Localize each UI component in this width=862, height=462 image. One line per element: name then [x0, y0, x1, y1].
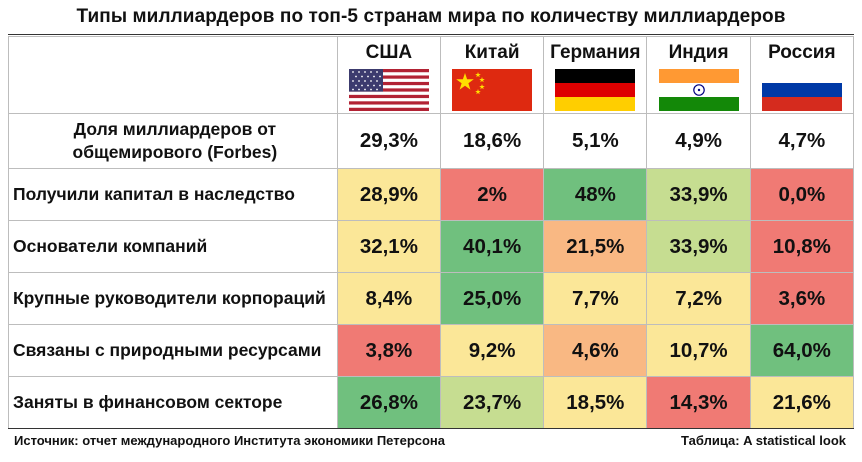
country-name: Россия — [768, 42, 836, 63]
country-name: Германия — [550, 42, 641, 63]
row-label: Основатели компаний — [8, 220, 338, 273]
value-cell: 25,0% — [439, 272, 545, 325]
value-cell: 40,1% — [439, 220, 545, 273]
row-label: Получили капитал в наследство — [8, 168, 338, 221]
value-cell: 2% — [439, 168, 545, 221]
india-flag-icon — [658, 69, 739, 111]
country-name: Китай — [464, 42, 520, 63]
value-cell: 4,9% — [646, 113, 751, 169]
value-cell: 10,8% — [749, 220, 855, 273]
table-row: Основатели компаний 32,1% 40,1% 21,5% 33,9% 1… — [8, 220, 855, 273]
value-cell: 10,7% — [646, 324, 751, 377]
value-cell: 28,9% — [336, 168, 442, 221]
value-cell: 3,8% — [336, 324, 442, 377]
value-cell: 33,9% — [646, 220, 751, 273]
value-cell: 14,3% — [646, 376, 751, 429]
value-cell: 18,5% — [543, 376, 648, 429]
country-name: Индия — [668, 42, 729, 63]
value-cell: 21,6% — [749, 376, 855, 429]
row-label: Заняты в финансовом секторе — [8, 376, 338, 429]
value-cell: 48% — [543, 168, 648, 221]
row-label: Доля миллиардеров от общемирового (Forbe… — [8, 113, 338, 169]
country-header-india: Индия — [646, 36, 751, 114]
billionaire-table: США — [8, 36, 855, 429]
country-header-germany: Германия — [543, 36, 648, 114]
country-name: США — [365, 42, 413, 63]
table-row: Получили капитал в наследство 28,9% 2% 48% 3… — [8, 168, 855, 221]
footer-divider — [8, 428, 854, 429]
value-cell: 5,1% — [543, 113, 648, 169]
header-corner — [8, 36, 338, 114]
row-label: Связаны с природными ресурсами — [8, 324, 338, 377]
table-row: Заняты в финансовом секторе 26,8% 23,7% 18,… — [8, 376, 855, 429]
table-row: Доля миллиардеров от общемирового (Forbe… — [8, 113, 855, 169]
value-cell: 64,0% — [749, 324, 855, 377]
table-row: Связаны с природными ресурсами 3,8% 9,2% 4,… — [8, 324, 855, 377]
table-row: Крупные руководители корпораций 8,4% 25,0%… — [8, 272, 855, 325]
us-flag-icon — [348, 69, 429, 111]
value-cell: 9,2% — [439, 324, 545, 377]
value-cell: 7,7% — [543, 272, 648, 325]
value-cell: 32,1% — [336, 220, 442, 273]
row-label: Крупные руководители корпораций — [8, 272, 338, 325]
value-cell: 26,8% — [336, 376, 442, 429]
china-flag-icon — [452, 69, 533, 111]
country-header-usa: США — [336, 36, 442, 114]
table-credit: Таблица: A statistical look — [681, 433, 846, 448]
value-cell: 4,6% — [543, 324, 648, 377]
value-cell: 33,9% — [646, 168, 751, 221]
source-note: Источник: отчет международного Института… — [14, 433, 446, 448]
value-cell: 0,0% — [749, 168, 855, 221]
value-cell: 7,2% — [646, 272, 751, 325]
country-header-china: Китай — [439, 36, 545, 114]
value-cell: 21,5% — [543, 220, 648, 273]
value-cell: 3,6% — [749, 272, 855, 325]
header-row: США — [8, 36, 855, 114]
russia-flag-icon — [761, 69, 842, 111]
title-divider — [8, 34, 854, 35]
germany-flag-icon — [555, 69, 636, 111]
value-cell: 29,3% — [336, 113, 442, 169]
country-header-russia: Россия — [749, 36, 855, 114]
value-cell: 8,4% — [336, 272, 442, 325]
value-cell: 23,7% — [439, 376, 545, 429]
chart-title: Типы миллиардеров по топ-5 странам мира … — [76, 6, 786, 27]
value-cell: 4,7% — [749, 113, 855, 169]
value-cell: 18,6% — [439, 113, 545, 169]
